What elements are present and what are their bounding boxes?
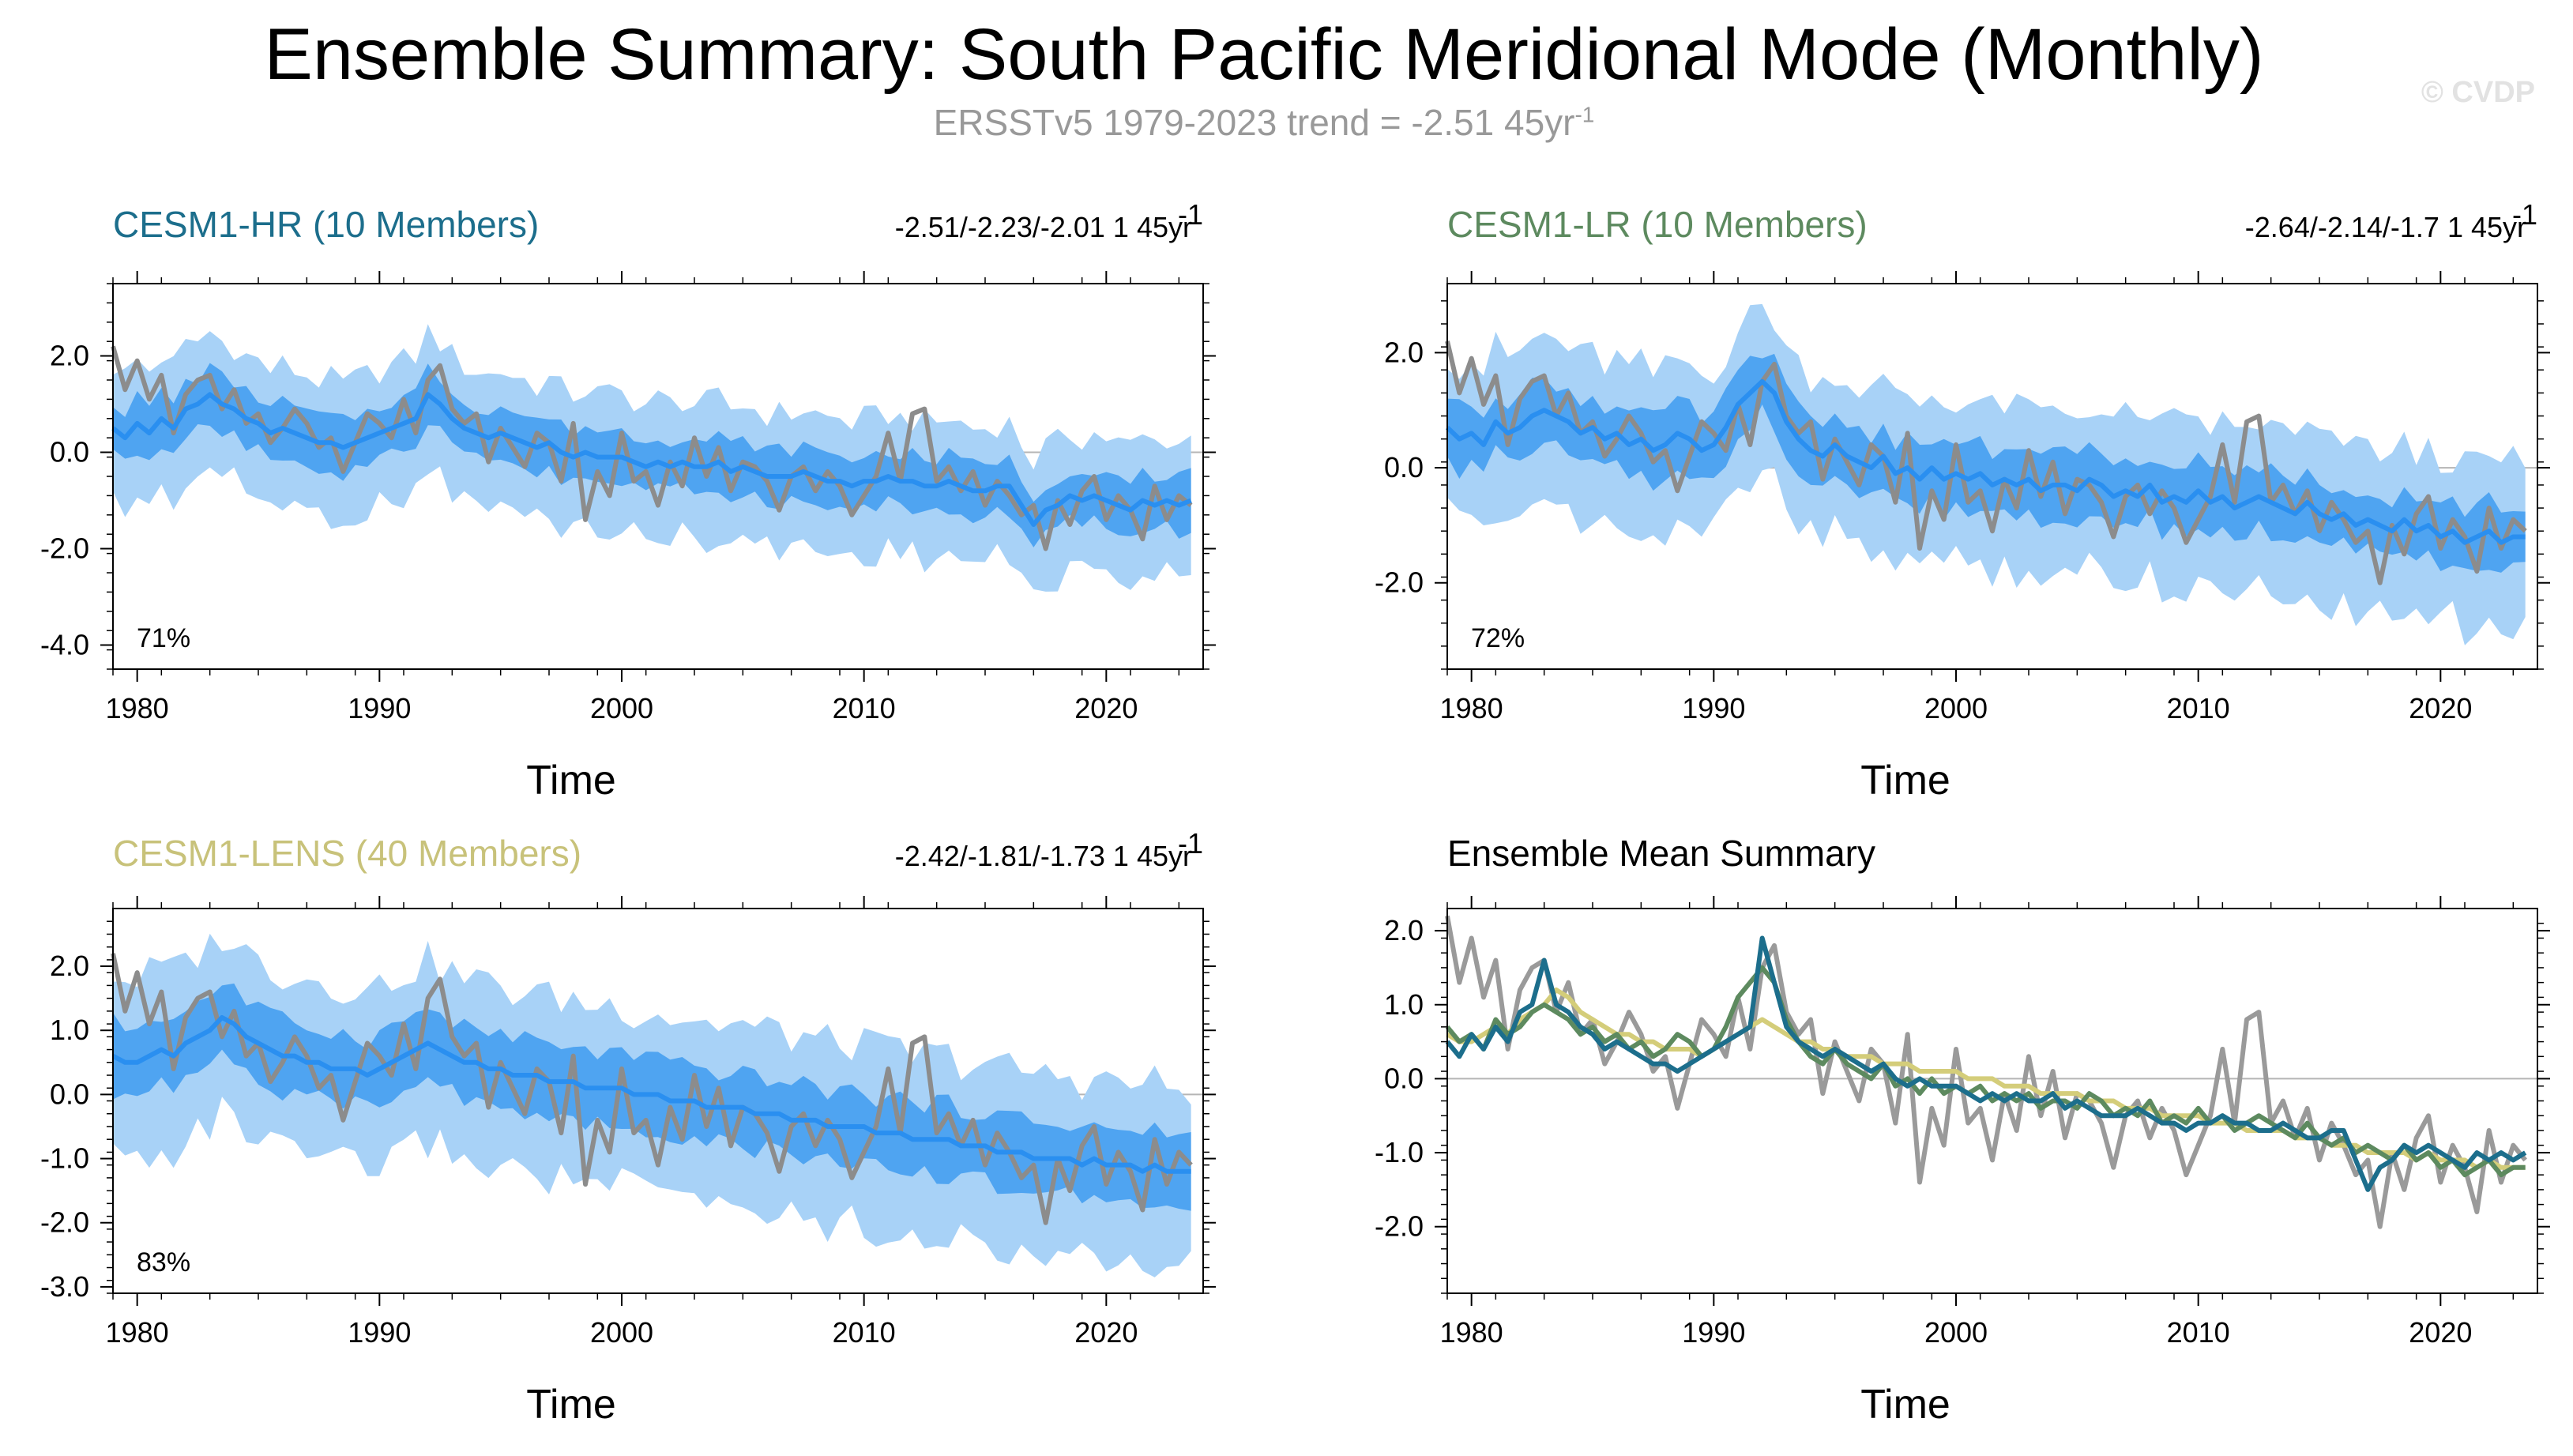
subtitle-text: ERSSTv5 1979-2023 trend = -2.51 45yr xyxy=(933,102,1575,143)
trend-sup: -1 xyxy=(2512,198,2537,231)
ensemble-mean-line xyxy=(111,392,1192,527)
x-tick-label: 2020 xyxy=(2409,692,2472,724)
x-tick-label: 1980 xyxy=(1440,692,1503,724)
trend-sup: -1 xyxy=(1178,198,1203,231)
x-tick-label: 1990 xyxy=(348,1316,411,1349)
subtitle: ERSSTv5 1979-2023 trend = -2.51 45yr-1 xyxy=(0,101,2528,144)
ensemble-mean-line xyxy=(111,1014,1191,1174)
x-tick-label: 1980 xyxy=(106,1316,169,1349)
main-title: Ensemble Summary: South Pacific Meridion… xyxy=(264,14,2264,95)
cvdp-watermark: © CVDP xyxy=(2421,76,2535,109)
subtitle-sup: -1 xyxy=(1574,102,1595,127)
y-tick-label: -2.0 xyxy=(40,1206,89,1239)
observed-line xyxy=(1445,340,2527,585)
y-tick-label: 2.0 xyxy=(50,950,89,982)
x-axis-title: Time xyxy=(1860,758,1950,803)
spread-inner-band xyxy=(113,363,1191,547)
x-tick-label: 2010 xyxy=(2167,1316,2230,1349)
x-tick-label: 2000 xyxy=(590,1316,653,1349)
x-tick-label: 2010 xyxy=(833,1316,896,1349)
x-tick-label: 1990 xyxy=(348,692,411,724)
x-tick-label: 2000 xyxy=(1924,692,1988,724)
y-tick-label: -1.0 xyxy=(40,1142,89,1175)
y-tick-label: 0.0 xyxy=(1384,1062,1424,1094)
x-tick-label: 2020 xyxy=(2409,1316,2472,1349)
plot-frame xyxy=(1446,283,2538,670)
y-tick-label: -2.0 xyxy=(1375,1210,1424,1243)
panel-title: CESM1-HR (10 Members) xyxy=(113,204,539,245)
x-tick-label: 2010 xyxy=(2167,692,2230,724)
percent-label: 72% xyxy=(1471,623,1525,653)
x-tick-label: 2020 xyxy=(1074,1316,1138,1349)
trend-sup: -1 xyxy=(1178,827,1203,860)
x-tick-label: 2010 xyxy=(833,692,896,724)
y-tick-label: 2.0 xyxy=(50,340,89,372)
x-tick-label: 1990 xyxy=(1682,1316,1745,1349)
y-tick-label: 2.0 xyxy=(1384,914,1424,946)
y-tick-label: 1.0 xyxy=(50,1014,89,1046)
series-line-ersstv5-observed xyxy=(1445,915,2527,1229)
percent-label: 83% xyxy=(137,1247,190,1277)
panel-title: CESM1-LR (10 Members) xyxy=(1447,204,1868,245)
percent-label: 71% xyxy=(137,623,190,653)
x-axis-title: Time xyxy=(1860,1382,1950,1428)
x-tick-label: 2000 xyxy=(1924,1316,1988,1349)
x-tick-label: 1990 xyxy=(1682,692,1745,724)
y-tick-label: -1.0 xyxy=(1375,1136,1424,1168)
panel-title: Ensemble Mean Summary xyxy=(1447,833,1875,874)
y-tick-label: -3.0 xyxy=(40,1270,89,1303)
panel-lens: CESM1-LENS (40 Members) -2.42/-1.81/-1.73… xyxy=(40,827,1216,1428)
observed-line xyxy=(111,953,1193,1225)
x-axis-title: Time xyxy=(526,758,616,803)
y-tick-label: 0.0 xyxy=(1384,451,1424,483)
y-tick-label: -2.0 xyxy=(1375,566,1424,599)
panel-summary: Ensemble Mean Summary 1980 1990 2000 2010 202… xyxy=(1375,833,2550,1428)
y-tick-label: -2.0 xyxy=(40,532,89,565)
observed-line xyxy=(111,345,1193,551)
series-line-cesm1-lens xyxy=(1446,988,2526,1170)
y-tick-label: 2.0 xyxy=(1384,336,1424,368)
panel-hr: CESM1-HR (10 Members) -2.51/-2.23/-2.01 1… xyxy=(40,198,1216,803)
spread-inner-band xyxy=(113,983,1191,1211)
ensemble-mean-line xyxy=(1445,378,2526,545)
trend-text: -2.51/-2.23/-2.01 1 45yr xyxy=(895,211,1192,243)
x-tick-label: 2000 xyxy=(590,692,653,724)
y-tick-label: -4.0 xyxy=(40,629,89,661)
panel-lr: CESM1-LR (10 Members) -2.64/-2.14/-1.7 1 … xyxy=(1375,198,2550,803)
trend-text: -2.42/-1.81/-1.73 1 45yr xyxy=(895,840,1192,872)
x-tick-label: 1980 xyxy=(1440,1316,1503,1349)
spread-inner-band xyxy=(1447,353,2526,573)
panel-title: CESM1-LENS (40 Members) xyxy=(113,833,581,874)
series-line-cesm1-hr xyxy=(1445,935,2527,1192)
x-tick-label: 2020 xyxy=(1074,692,1138,724)
trend-text: -2.64/-2.14/-1.7 1 45yr xyxy=(2245,211,2526,243)
y-tick-label: 0.0 xyxy=(50,1078,89,1110)
y-tick-label: 0.0 xyxy=(50,436,89,468)
x-tick-label: 1980 xyxy=(106,692,169,724)
x-axis-title: Time xyxy=(526,1382,616,1428)
y-tick-label: 1.0 xyxy=(1384,988,1424,1021)
